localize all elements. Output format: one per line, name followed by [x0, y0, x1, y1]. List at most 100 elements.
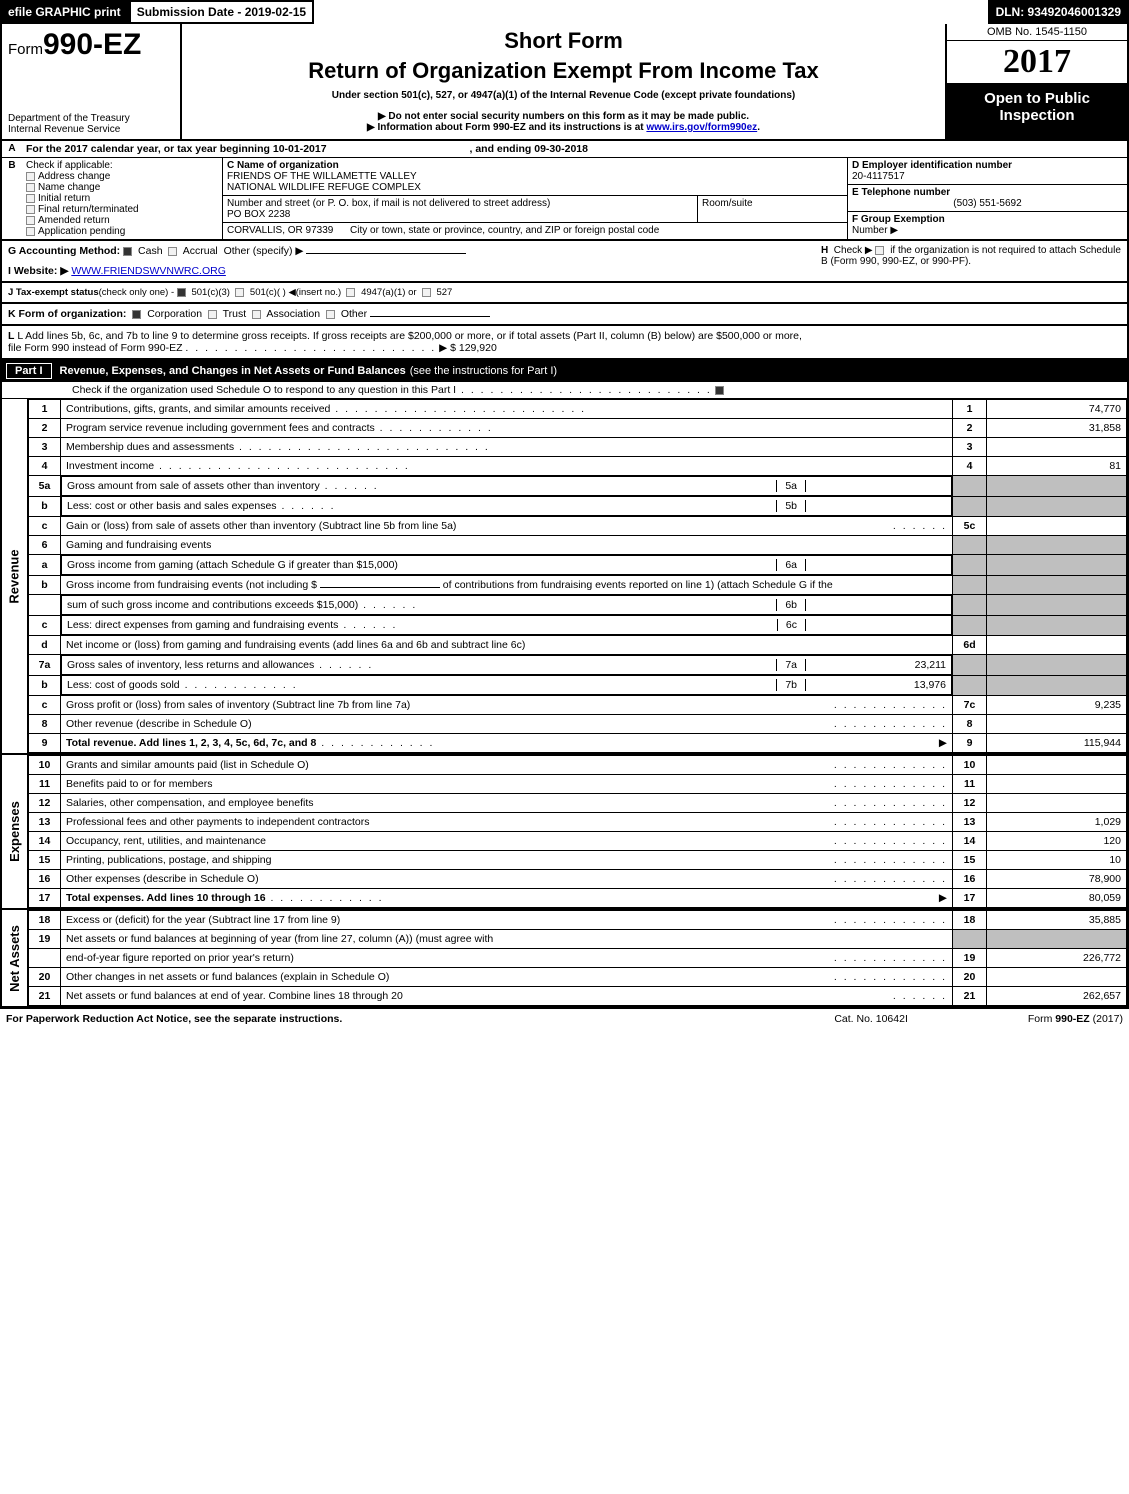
- cb-501c3[interactable]: [177, 288, 186, 297]
- section-j: J Tax-exempt status(check only one) - 50…: [0, 283, 1129, 304]
- revenue-vlabel: Revenue: [2, 399, 28, 753]
- section-ghi: G Accounting Method: Cash Accrual Other …: [0, 241, 1129, 283]
- form-990ez: 990-EZ: [43, 28, 141, 61]
- info-about: ▶ Information about Form 990-EZ and its …: [188, 122, 939, 133]
- i-line: I Website: ▶ WWW.FRIENDSWVNWRC.ORG: [8, 265, 821, 277]
- line-21: 21Net assets or fund balances at end of …: [29, 987, 1127, 1006]
- l7a-val: 23,211: [806, 659, 946, 671]
- line-6c: cLess: direct expenses from gaming and f…: [29, 615, 1127, 636]
- k-label: K Form of organization:: [8, 308, 126, 320]
- de-block: D Employer identification number 20-4117…: [847, 158, 1127, 239]
- street-val: PO BOX 2238: [227, 209, 290, 220]
- city-cell: CORVALLIS, OR 97339 City or town, state …: [223, 223, 847, 238]
- part1-header: Part I Revenue, Expenses, and Changes in…: [0, 360, 1129, 382]
- line-6d: dNet income or (loss) from gaming and fu…: [29, 636, 1127, 655]
- line-14: 14Occupancy, rent, utilities, and mainte…: [29, 832, 1127, 851]
- i-label: I Website: ▶: [8, 265, 68, 277]
- part1-title: Revenue, Expenses, and Changes in Net As…: [60, 365, 406, 377]
- check-if-applicable: Check if applicable: Address change Name…: [22, 158, 222, 239]
- part1-label: Part I: [6, 363, 52, 379]
- netassets-vlabel: Net Assets: [2, 910, 28, 1006]
- cb-pending[interactable]: Application pending: [26, 226, 218, 237]
- line-5c: cGain or (loss) from sale of assets othe…: [29, 517, 1127, 536]
- cb-cash[interactable]: [123, 247, 132, 256]
- city-val: CORVALLIS, OR 97339: [227, 225, 333, 236]
- line-9: 9Total revenue. Add lines 1, 2, 3, 4, 5c…: [29, 734, 1127, 753]
- website-link[interactable]: WWW.FRIENDSWVNWRC.ORG: [71, 265, 226, 277]
- return-title: Return of Organization Exempt From Incom…: [188, 58, 939, 84]
- room-label: Room/suite: [702, 198, 753, 209]
- revenue-table: 1Contributions, gifts, grants, and simil…: [28, 399, 1127, 753]
- l19-val: 226,772: [987, 949, 1127, 968]
- check-applicable-label: Check if applicable:: [26, 160, 218, 171]
- revenue-section: Revenue 1Contributions, gifts, grants, a…: [0, 398, 1129, 755]
- d-val: 20-4117517: [852, 171, 905, 182]
- info-link[interactable]: www.irs.gov/form990ez: [646, 122, 757, 133]
- cb-address[interactable]: Address change: [26, 171, 218, 182]
- cb-initial[interactable]: Initial return: [26, 193, 218, 204]
- l15-val: 10: [987, 851, 1127, 870]
- cb-corp[interactable]: [132, 310, 141, 319]
- label-a: A: [2, 141, 22, 157]
- f-label2: Number ▶: [852, 225, 898, 236]
- line-6b: bGross income from fundraising events (n…: [29, 576, 1127, 595]
- l-text2: file Form 990 instead of Form 990-EZ: [8, 342, 183, 354]
- cb-other[interactable]: [326, 310, 335, 319]
- street-label: Number and street (or P. O. box, if mail…: [227, 198, 550, 209]
- l-amount: ▶ $ 129,920: [439, 342, 497, 354]
- h-label: H: [821, 245, 828, 256]
- org-name-2: NATIONAL WILDLIFE REFUGE COMPLEX: [227, 182, 421, 193]
- line-19a: 19Net assets or fund balances at beginni…: [29, 930, 1127, 949]
- g-line: G Accounting Method: Cash Accrual Other …: [8, 245, 821, 257]
- line-16: 16Other expenses (describe in Schedule O…: [29, 870, 1127, 889]
- l13-val: 1,029: [987, 813, 1127, 832]
- line-10: 10Grants and similar amounts paid (list …: [29, 756, 1127, 775]
- line-18: 18Excess or (deficit) for the year (Subt…: [29, 911, 1127, 930]
- line-4: 4Investment income481: [29, 457, 1127, 476]
- cb-501c[interactable]: [235, 288, 244, 297]
- open-line2: Inspection: [949, 107, 1125, 124]
- l16-val: 78,900: [987, 870, 1127, 889]
- calendar-year-line: For the 2017 calendar year, or tax year …: [22, 141, 1127, 157]
- expenses-section: Expenses 10Grants and similar amounts pa…: [0, 755, 1129, 910]
- org-name-cell: C Name of organization FRIENDS OF THE WI…: [223, 158, 847, 195]
- do-not-enter: ▶ Do not enter social security numbers o…: [188, 111, 939, 122]
- cb-4947[interactable]: [346, 288, 355, 297]
- l14-val: 120: [987, 832, 1127, 851]
- cb-trust[interactable]: [208, 310, 217, 319]
- cb-name[interactable]: Name change: [26, 182, 218, 193]
- cb-part1[interactable]: [715, 386, 724, 395]
- l-text1: L Add lines 5b, 6c, and 7b to line 9 to …: [17, 330, 802, 342]
- open-line1: Open to Public: [949, 90, 1125, 107]
- e-label: E Telephone number: [852, 187, 950, 198]
- cb-final[interactable]: Final return/terminated: [26, 204, 218, 215]
- line-3: 3Membership dues and assessments3: [29, 438, 1127, 457]
- cb-assoc[interactable]: [252, 310, 261, 319]
- cb-527[interactable]: [422, 288, 431, 297]
- line-11: 11Benefits paid to or for members11: [29, 775, 1127, 794]
- l2-val: 31,858: [987, 419, 1127, 438]
- short-form-title: Short Form: [188, 28, 939, 54]
- form-number: Form990-EZ: [8, 28, 174, 62]
- footer-cat: Cat. No. 10642I: [834, 1013, 908, 1025]
- cb-accrual[interactable]: [168, 247, 177, 256]
- page-footer: For Paperwork Reduction Act Notice, see …: [0, 1008, 1129, 1029]
- line-15: 15Printing, publications, postage, and s…: [29, 851, 1127, 870]
- expenses-vlabel: Expenses: [2, 755, 28, 908]
- line-12: 12Salaries, other compensation, and empl…: [29, 794, 1127, 813]
- form-header: Form990-EZ Department of the Treasury In…: [0, 24, 1129, 141]
- dept-1: Department of the Treasury: [8, 113, 174, 124]
- cb-amended[interactable]: Amended return: [26, 215, 218, 226]
- expenses-table: 10Grants and similar amounts paid (list …: [28, 755, 1127, 908]
- line-8: 8Other revenue (describe in Schedule O)8: [29, 715, 1127, 734]
- line-6b2: sum of such gross income and contributio…: [29, 595, 1127, 616]
- tax-year: 2017: [947, 41, 1127, 84]
- cb-h[interactable]: [875, 246, 884, 255]
- treasury-dept: Department of the Treasury Internal Reve…: [8, 113, 174, 135]
- section-l: L L Add lines 5b, 6c, and 7b to line 9 t…: [0, 326, 1129, 360]
- line-13: 13Professional fees and other payments t…: [29, 813, 1127, 832]
- line-7c: cGross profit or (loss) from sales of in…: [29, 696, 1127, 715]
- efile-print-button[interactable]: efile GRAPHIC print: [0, 0, 129, 24]
- line-17: 17Total expenses. Add lines 10 through 1…: [29, 889, 1127, 908]
- city-label: City or town, state or province, country…: [350, 225, 659, 236]
